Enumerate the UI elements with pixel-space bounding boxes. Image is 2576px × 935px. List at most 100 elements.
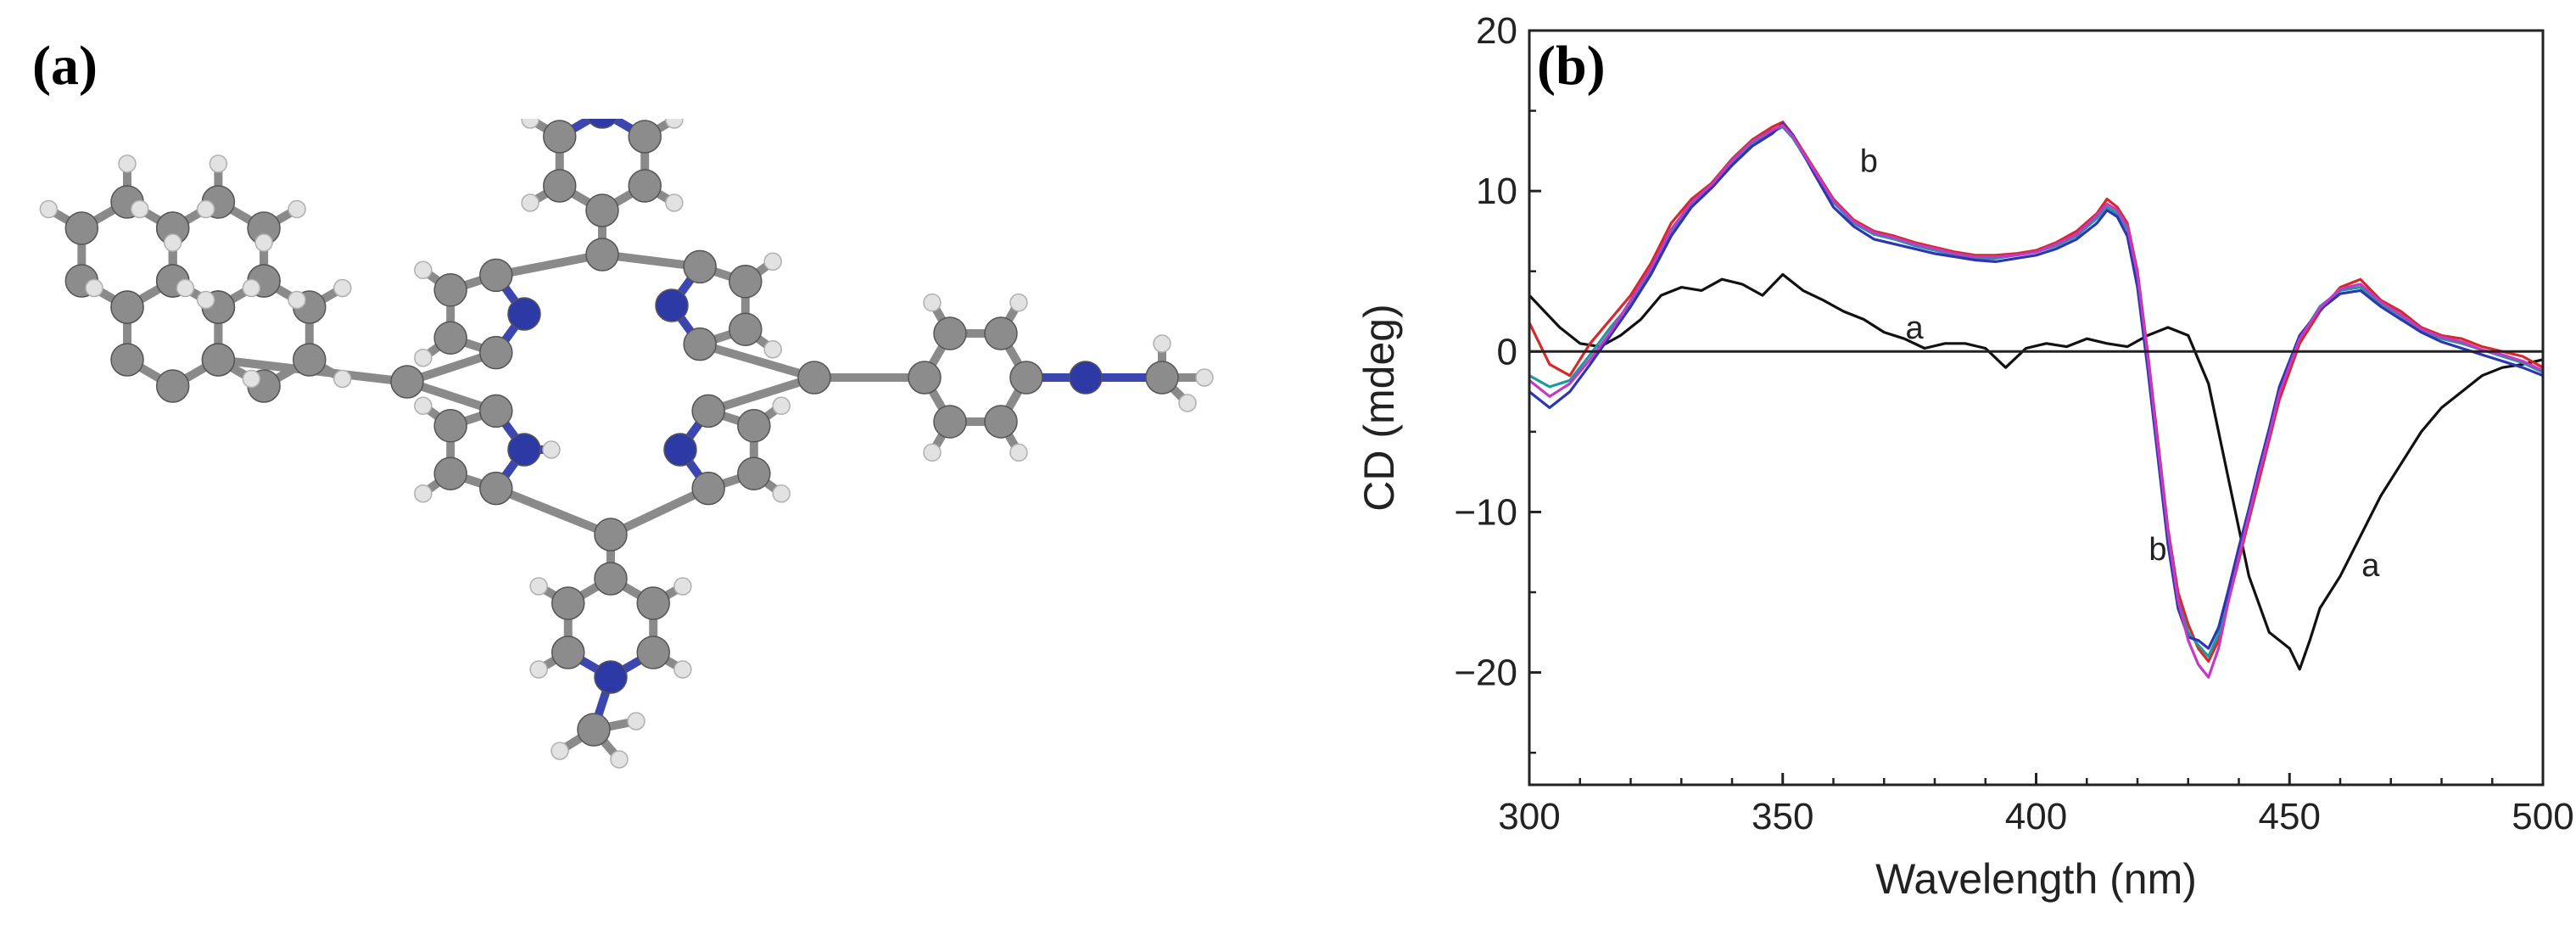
hydrogen-atom bbox=[923, 443, 942, 462]
carbon-atom bbox=[585, 238, 619, 272]
hydrogen-atom bbox=[627, 712, 645, 731]
hydrogen-atom bbox=[542, 440, 561, 459]
y-tick-label: 10 bbox=[1476, 171, 1517, 212]
hydrogen-atom bbox=[242, 369, 261, 389]
hydrogen-atom bbox=[610, 750, 629, 769]
y-tick-label: −10 bbox=[1454, 491, 1517, 533]
hydrogen-atom bbox=[529, 577, 548, 596]
carbon-atom bbox=[729, 265, 763, 299]
nitrogen-atom bbox=[507, 297, 541, 331]
carbon-atom bbox=[433, 456, 467, 490]
carbon-atom bbox=[479, 335, 513, 370]
carbon-atom bbox=[628, 120, 662, 154]
molecule-structure bbox=[39, 119, 1214, 769]
hydrogen-atom bbox=[85, 278, 103, 298]
carbon-atom bbox=[594, 518, 628, 551]
carbon-atom bbox=[636, 586, 670, 620]
hydrogen-atom bbox=[332, 278, 352, 298]
chart-series-group bbox=[1528, 120, 2544, 679]
carbon-atom bbox=[628, 169, 662, 203]
series-line-0 bbox=[1528, 272, 2544, 671]
chart-ticks-group: 300 350 400 450 500 20 10 0 −10 −20 bbox=[1454, 10, 2573, 837]
molecule-bond bbox=[491, 484, 615, 539]
carbon-atom bbox=[479, 258, 513, 293]
carbon-atom bbox=[155, 369, 190, 403]
series-line-4 bbox=[1528, 124, 2544, 679]
carbon-atom bbox=[691, 471, 725, 506]
molecule-bond bbox=[491, 250, 606, 280]
carbon-atom bbox=[797, 361, 831, 395]
hydrogen-atom bbox=[665, 119, 684, 129]
nitrogen-atom bbox=[586, 119, 618, 129]
hydrogen-atom bbox=[196, 199, 215, 219]
x-tick-label: 350 bbox=[1752, 796, 1813, 837]
carbon-atom bbox=[479, 394, 513, 428]
carbon-atom bbox=[984, 316, 1018, 350]
nitrogen-atom bbox=[594, 660, 628, 694]
y-tick-label: 20 bbox=[1476, 10, 1517, 52]
hydrogen-atom bbox=[923, 293, 942, 312]
hydrogen-atom bbox=[1009, 293, 1028, 312]
carbon-atom bbox=[577, 713, 611, 747]
hydrogen-atom bbox=[673, 577, 692, 596]
nitrogen-atom bbox=[663, 433, 697, 467]
carbon-atom bbox=[636, 635, 670, 669]
hydrogen-atom bbox=[1153, 334, 1171, 353]
hydrogen-atom bbox=[209, 154, 228, 173]
carbon-atom bbox=[433, 321, 467, 355]
hydrogen-atom bbox=[673, 660, 692, 679]
hydrogen-atom bbox=[118, 154, 137, 173]
hydrogen-atom bbox=[414, 484, 433, 503]
x-tick-label: 400 bbox=[2005, 796, 2067, 837]
carbon-atom bbox=[1009, 361, 1043, 395]
hydrogen-atom bbox=[332, 369, 352, 389]
carbon-atom bbox=[551, 635, 585, 669]
curve-annotation: a bbox=[1906, 311, 1925, 346]
carbon-atom bbox=[585, 193, 619, 227]
molecule-bond bbox=[606, 484, 713, 539]
panel-label-b: (b) bbox=[1537, 35, 1606, 97]
curve-annotation: b bbox=[2149, 532, 2166, 568]
cd-spectrum-chart: 300 350 400 450 500 20 10 0 −10 −20 b a b a Waveleng… bbox=[1355, 10, 2574, 903]
hydrogen-atom bbox=[772, 396, 791, 416]
carbon-atom bbox=[729, 312, 763, 346]
carbon-atom bbox=[543, 169, 577, 203]
nitrogen-atom bbox=[507, 433, 541, 467]
carbon-atom bbox=[479, 471, 513, 506]
curve-annotation: a bbox=[2361, 548, 2380, 584]
hydrogen-atom bbox=[521, 119, 539, 129]
hydrogen-atom bbox=[414, 260, 433, 280]
molecule-bond bbox=[704, 373, 819, 416]
curve-annotation: b bbox=[1860, 143, 1878, 179]
carbon-atom bbox=[933, 316, 967, 350]
carbon-atom bbox=[390, 365, 424, 399]
hydrogen-atom bbox=[521, 193, 539, 212]
carbon-atom bbox=[433, 273, 467, 307]
hydrogen-atom bbox=[163, 233, 182, 252]
carbon-atom bbox=[737, 409, 771, 443]
hydrogen-atom bbox=[763, 339, 782, 359]
hydrogen-atom bbox=[1195, 368, 1214, 387]
hydrogen-atom bbox=[1009, 443, 1028, 462]
carbon-atom bbox=[543, 120, 577, 154]
x-tick-label: 300 bbox=[1498, 796, 1560, 837]
y-axis-label: CD (mdeg) bbox=[1355, 304, 1403, 511]
hydrogen-atom bbox=[1178, 394, 1197, 412]
series-line-2 bbox=[1528, 125, 2544, 658]
hydrogen-atom bbox=[254, 233, 273, 252]
hydrogen-atom bbox=[196, 290, 215, 310]
hydrogen-atom bbox=[39, 199, 59, 219]
hydrogen-atom bbox=[288, 290, 306, 310]
plot-frame bbox=[1528, 29, 2545, 787]
carbon-atom bbox=[551, 586, 585, 620]
carbon-atom bbox=[908, 361, 942, 395]
x-axis-label: Wavelength (nm) bbox=[1875, 855, 2197, 903]
hydrogen-atom bbox=[414, 348, 433, 367]
carbon-atom bbox=[293, 343, 327, 377]
hydrogen-atom bbox=[763, 252, 782, 272]
hydrogen-atom bbox=[772, 484, 791, 503]
carbon-atom bbox=[691, 394, 725, 428]
carbon-atom bbox=[110, 290, 144, 324]
panel-label-a: (a) bbox=[32, 35, 98, 97]
nitrogen-atom bbox=[655, 288, 689, 322]
